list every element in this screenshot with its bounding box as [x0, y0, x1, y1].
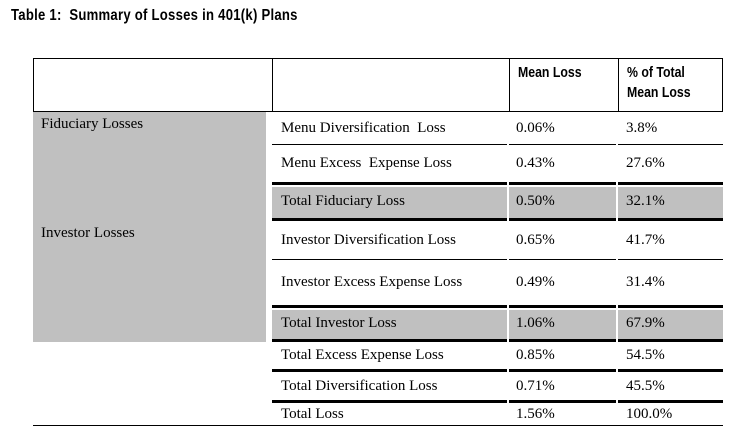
header-cell-pct-total: % of Total Mean Loss	[618, 59, 722, 111]
header-cell-category	[34, 59, 272, 111]
pct-total-cell: 54.5%	[618, 342, 723, 372]
loss-name-cell: Menu Diversification Loss	[272, 112, 507, 145]
pct-total-cell: 100.0%	[626, 405, 673, 422]
data-column: Menu Diversification Loss 0.06% 3.8% Men…	[272, 112, 723, 425]
table-body: Fiduciary Losses Investor Losses Menu Di…	[33, 112, 723, 425]
table-bottom-rule	[33, 425, 723, 426]
mean-loss-cell: 0.06%	[509, 112, 616, 145]
pct-total-cell: 45.5%	[618, 372, 723, 403]
pct-total-cell: 32.1%	[618, 185, 723, 221]
loss-name-cell: Total Loss	[281, 405, 344, 422]
table-row-total-fiduciary: Total Fiduciary Loss 0.50% 32.1%	[272, 185, 723, 221]
table-row: Menu Diversification Loss 0.06% 3.8%	[272, 112, 723, 145]
header-pct-total-label: % of Total Mean Loss	[627, 64, 691, 101]
pct-total-cell: 31.4%	[618, 260, 723, 308]
table-row: Total Excess Expense Loss 0.85% 54.5%	[272, 342, 723, 372]
loss-name-cell: Total Fiduciary Loss	[272, 185, 507, 221]
investor-losses-group-label: Investor Losses	[33, 221, 266, 342]
pct-total-cell: 67.9%	[618, 308, 723, 342]
summary-table: Mean Loss % of Total Mean Loss Fiduciary …	[33, 58, 723, 426]
mean-loss-cell: 0.49%	[509, 260, 616, 308]
mean-loss-cell: 0.85%	[509, 342, 616, 372]
mean-loss-cell: 0.65%	[509, 221, 616, 260]
mean-loss-cell: 1.56%	[516, 405, 555, 422]
table-header-row: Mean Loss % of Total Mean Loss	[33, 58, 723, 112]
loss-name-cell: Investor Excess Expense Loss	[272, 260, 507, 308]
mean-loss-cell: 0.71%	[509, 372, 616, 403]
table-row: Total Diversification Loss 0.71% 45.5%	[272, 372, 723, 403]
table-title: Table 1: Summary of Losses in 401(k) Pla…	[11, 7, 298, 24]
category-column: Fiduciary Losses Investor Losses	[33, 112, 272, 425]
loss-name-cell: Total Investor Loss	[272, 308, 507, 342]
table-row: Investor Excess Expense Loss 0.49% 31.4%	[272, 260, 723, 308]
loss-name-cell: Investor Diversification Loss	[272, 221, 507, 260]
pct-total-cell: 3.8%	[618, 112, 723, 145]
header-mean-loss-label: Mean Loss	[518, 64, 582, 81]
table-row-total-investor: Total Investor Loss 1.06% 67.9%	[272, 308, 723, 342]
fiduciary-losses-group-label: Fiduciary Losses	[33, 112, 266, 221]
loss-name-cell: Menu Excess Expense Loss	[272, 145, 507, 185]
table-row-total-loss: Total Loss 1.56% 100.0%	[272, 403, 723, 425]
table-row: Menu Excess Expense Loss 0.43% 27.6%	[272, 145, 723, 185]
table-row: Investor Diversification Loss 0.65% 41.7…	[272, 221, 723, 260]
loss-name-cell: Total Diversification Loss	[272, 372, 507, 403]
mean-loss-cell: 0.50%	[509, 185, 616, 221]
mean-loss-cell: 1.06%	[509, 308, 616, 342]
mean-loss-cell: 0.43%	[509, 145, 616, 185]
pct-total-cell: 27.6%	[618, 145, 723, 185]
pct-total-cell: 41.7%	[618, 221, 723, 260]
header-cell-loss-item	[272, 59, 509, 111]
loss-name-cell: Total Excess Expense Loss	[272, 342, 507, 372]
header-cell-mean-loss: Mean Loss	[509, 59, 618, 111]
